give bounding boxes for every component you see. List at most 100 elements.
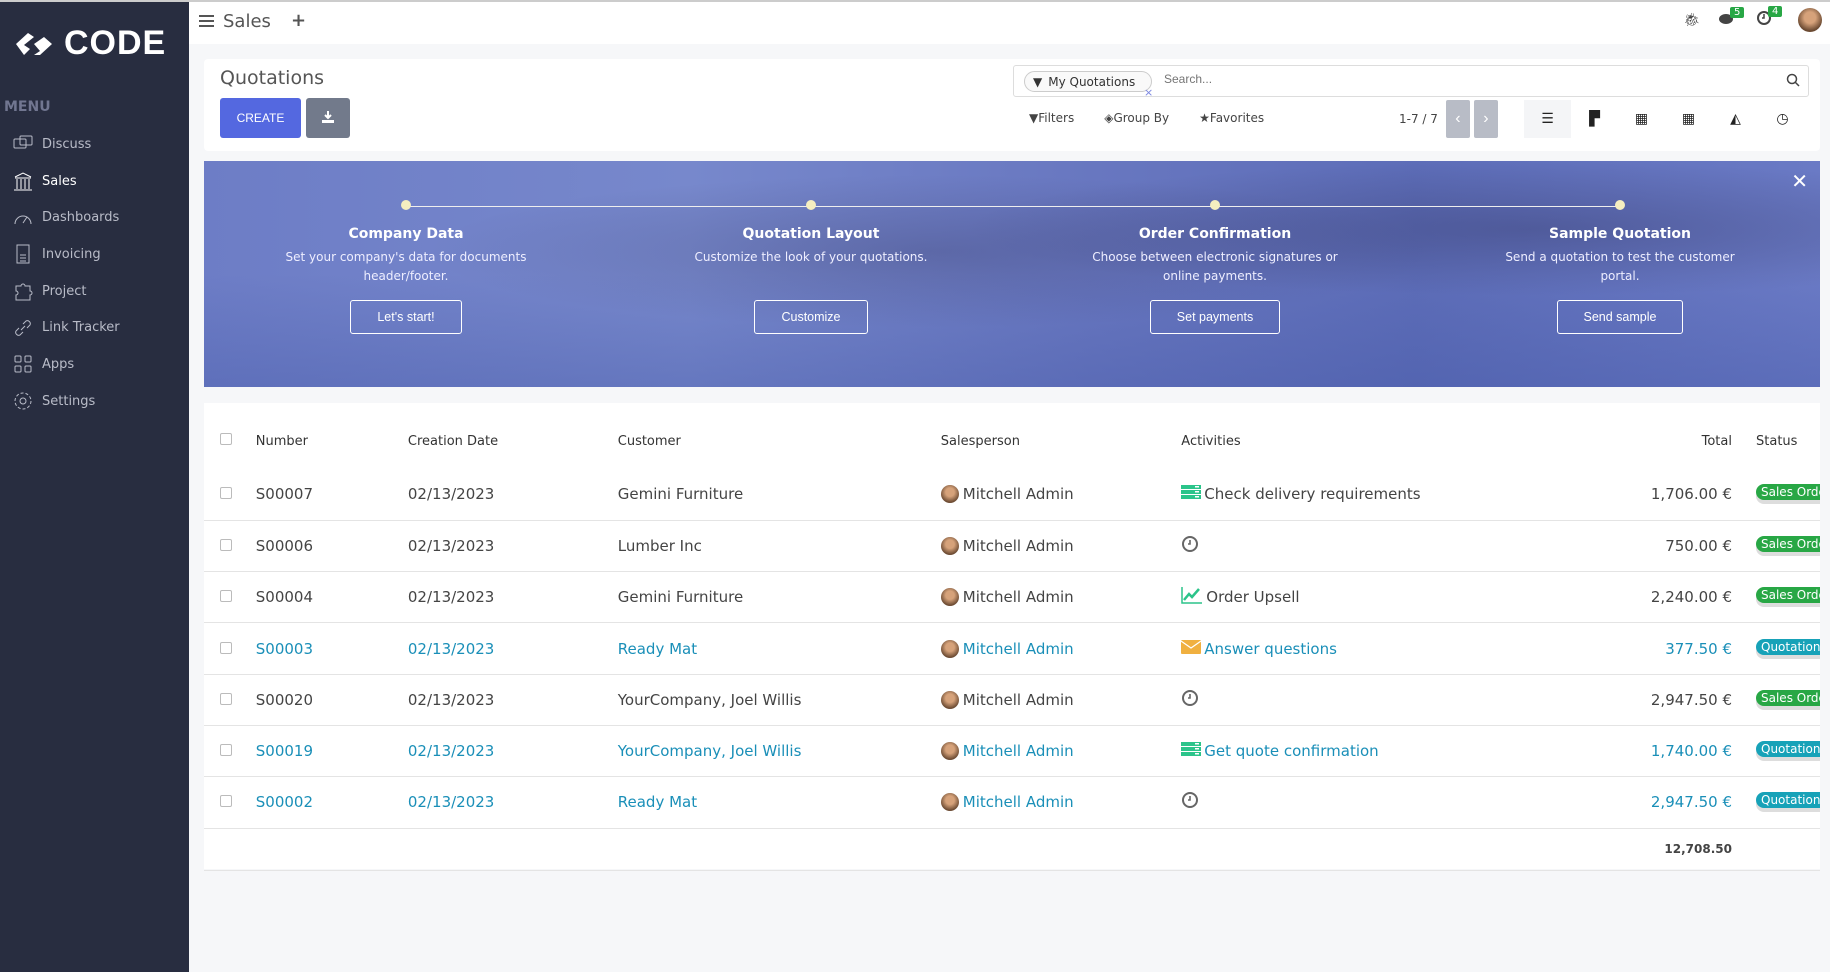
search-facet[interactable]: ▼ My Quotations	[1024, 71, 1153, 92]
tasks-icon[interactable]	[1181, 484, 1202, 504]
onboarding-step: Quotation Layout Customize the look of yo…	[681, 200, 941, 334]
group-by-button[interactable]: ◈Group By	[1104, 111, 1169, 125]
facet-label: My Quotations	[1048, 74, 1136, 89]
chart-line-icon[interactable]	[1181, 586, 1203, 608]
table-row[interactable]: S00006 02/13/2023 Lumber Inc Mitchell Ad…	[204, 520, 1820, 573]
sidebar-item-project[interactable]: Project	[12, 273, 120, 310]
pager-previous-button[interactable]: ‹	[1445, 100, 1470, 138]
brand-logo[interactable]: CODE	[14, 24, 166, 63]
row-checkbox[interactable]	[220, 744, 232, 757]
sidebar-item-label: Settings	[42, 393, 96, 409]
graph-view-icon[interactable]: ◭	[1730, 111, 1741, 127]
col-activities[interactable]: Activities	[1181, 433, 1241, 449]
favorites-label: Favorites	[1209, 111, 1265, 125]
hamburger-menu-icon[interactable]	[199, 14, 215, 28]
clock-icon[interactable]	[1181, 535, 1199, 557]
onboarding-step: Sample Quotation Send a quotation to test…	[1490, 200, 1750, 334]
col-customer[interactable]: Customer	[617, 433, 681, 449]
user-avatar[interactable]	[1798, 8, 1822, 32]
pager-next-button[interactable]: ›	[1473, 100, 1498, 138]
bank-icon	[14, 172, 32, 191]
debug-bug-icon[interactable]: 🐞︎	[1683, 12, 1700, 28]
step-description: Customize the look of your quotations.	[694, 250, 928, 264]
step-dot	[806, 200, 816, 210]
new-tab-plus-icon[interactable]: +	[291, 10, 307, 31]
activity-summary[interactable]: Get quote confirmation	[1204, 742, 1379, 761]
creation-date: 02/13/2023	[407, 776, 618, 829]
step-button[interactable]: Customize	[754, 300, 868, 334]
step-description: Set your company's data for documents he…	[285, 250, 527, 283]
row-checkbox[interactable]	[220, 590, 232, 603]
favorites-button[interactable]: ★Favorites	[1199, 111, 1264, 125]
sidebar-item-invoicing[interactable]: Invoicing	[12, 236, 120, 273]
table-row[interactable]: S00019 02/13/2023 YourCompany, Joel Will…	[204, 725, 1820, 778]
remove-facet-icon[interactable]: ×	[1144, 86, 1154, 99]
pager: 1-7 / 7 ‹ ›	[1399, 100, 1498, 138]
table-row[interactable]: S00020 02/13/2023 YourCompany, Joel Will…	[204, 674, 1820, 726]
row-checkbox[interactable]	[220, 487, 232, 500]
sidebar-item-settings[interactable]: Settings	[12, 383, 120, 420]
select-all-checkbox[interactable]	[220, 433, 232, 445]
row-checkbox[interactable]	[220, 538, 232, 551]
activities-button[interactable]: 4	[1756, 6, 1783, 30]
row-checkbox[interactable]	[220, 641, 232, 654]
creation-date: 02/13/2023	[407, 520, 618, 573]
activity-summary[interactable]: Order Upsell	[1206, 588, 1300, 607]
customer: YourCompany, Joel Willis	[617, 725, 941, 778]
filters-button[interactable]: ▼Filters	[1029, 111, 1074, 125]
sidebar-item-dashboards[interactable]: Dashboards	[12, 199, 120, 236]
pivot-view-icon[interactable]: ▦	[1681, 111, 1696, 127]
list-view-icon[interactable]: ☰	[1524, 100, 1571, 138]
table-row[interactable]: S00004 02/13/2023 Gemini Furniture Mitch…	[204, 571, 1820, 624]
sidebar-item-apps[interactable]: Apps	[12, 346, 120, 383]
page-title: Quotations	[220, 67, 325, 89]
table-row[interactable]: S00007 02/13/2023 Gemini Furniture Mitch…	[204, 469, 1820, 521]
sidebar-item-sales[interactable]: Sales	[12, 163, 120, 200]
step-button[interactable]: Let's start!	[350, 300, 462, 334]
salesperson-avatar	[940, 793, 959, 812]
step-button[interactable]: Set payments	[1149, 300, 1281, 334]
messages-button[interactable]: 5	[1718, 6, 1745, 30]
activity-summary[interactable]: Check delivery requirements	[1204, 485, 1421, 504]
sidebar-item-link-tracker[interactable]: Link Tracker	[12, 309, 120, 346]
table-row[interactable]: S00003 02/13/2023 Ready Mat Mitchell Adm…	[204, 622, 1820, 675]
activity-view-icon[interactable]: ◷	[1776, 111, 1789, 127]
clock-icon[interactable]	[1181, 791, 1199, 813]
app-title[interactable]: Sales	[223, 11, 271, 32]
order-number: S00004	[255, 571, 408, 624]
sidebar-item-label: Apps	[42, 356, 75, 372]
calendar-view-icon[interactable]: ▦	[1634, 111, 1649, 127]
sidebar-item-discuss[interactable]: Discuss	[12, 126, 120, 163]
activity-summary[interactable]: Answer questions	[1204, 639, 1337, 658]
row-checkbox[interactable]	[220, 795, 232, 808]
kanban-view-icon[interactable]: ▛	[1589, 111, 1600, 127]
pager-value[interactable]: 1-7 / 7	[1399, 112, 1438, 126]
col-number[interactable]: Number	[255, 433, 308, 449]
clock-icon[interactable]	[1181, 689, 1199, 711]
onboarding-step: Company Data Set your company's data for …	[276, 200, 536, 334]
close-banner-icon[interactable]: ✕	[1791, 169, 1808, 193]
customer: Ready Mat	[617, 776, 941, 829]
onboarding-banner: Company Data Set your company's data for …	[204, 161, 1820, 387]
step-button[interactable]: Send sample	[1556, 300, 1684, 334]
col-total[interactable]: Total	[1701, 433, 1732, 449]
create-button[interactable]: CREATE	[220, 98, 301, 138]
order-number: S00019	[255, 725, 408, 778]
search-options: ▼Filters ◈Group By ★Favorites	[1029, 111, 1264, 125]
row-checkbox[interactable]	[220, 692, 232, 705]
download-button[interactable]	[306, 98, 350, 138]
col-status[interactable]: Status	[1756, 433, 1798, 449]
creation-date: 02/13/2023	[407, 622, 618, 675]
grid-icon	[14, 355, 32, 373]
search-icon[interactable]	[1786, 73, 1800, 87]
table-row[interactable]: S00002 02/13/2023 Ready Mat Mitchell Adm…	[204, 776, 1820, 829]
tasks-icon[interactable]	[1181, 741, 1202, 761]
col-creation-date[interactable]: Creation Date	[407, 433, 499, 449]
envelope-icon[interactable]	[1180, 639, 1202, 659]
search-input[interactable]	[1164, 72, 1744, 86]
customer: Ready Mat	[617, 622, 941, 675]
col-salesperson[interactable]: Salesperson	[940, 433, 1020, 449]
chat-icon	[13, 135, 33, 149]
steps-line	[406, 206, 1618, 207]
sidebar-item-label: Sales	[42, 173, 77, 189]
